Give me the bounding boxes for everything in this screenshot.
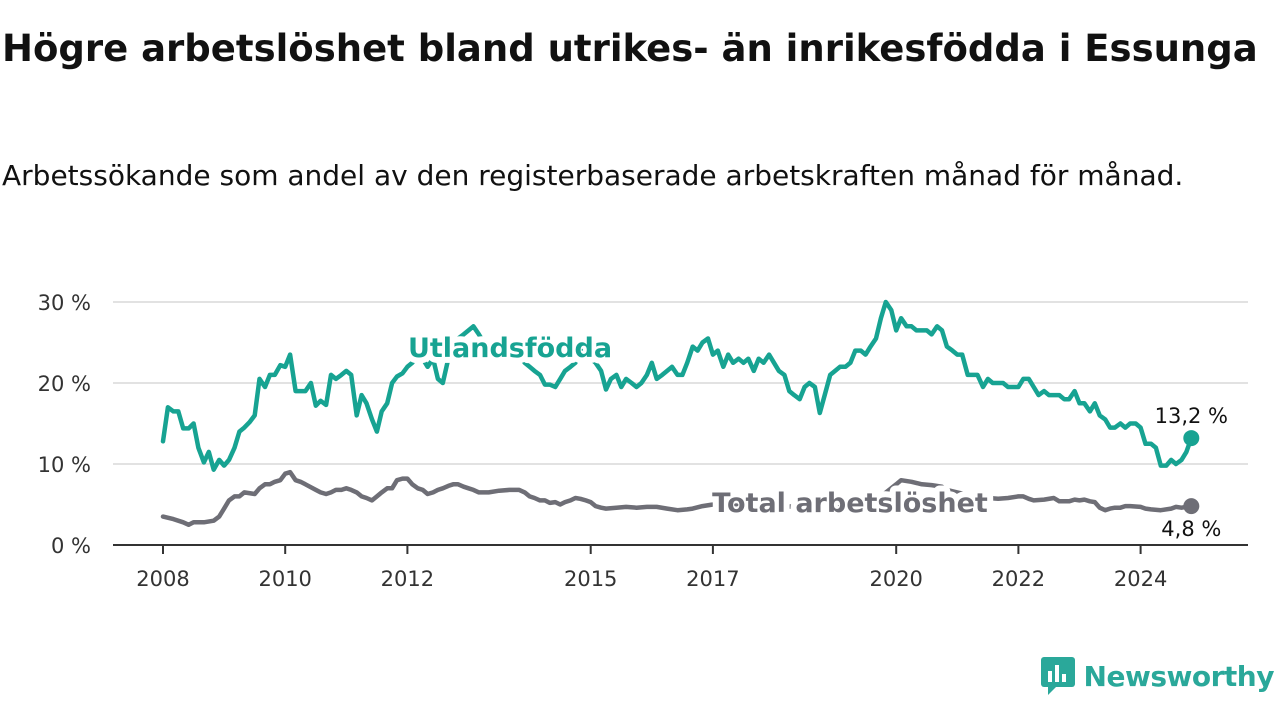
y-tick-label: 30 % [38,291,91,315]
y-axis-ticks: 0 % 10 % 20 % 30 % [38,291,91,558]
end-value-label-1: 4,8 % [1161,517,1221,541]
y-tick-label: 10 % [38,453,91,477]
x-tick-label: 2010 [258,567,311,591]
chart-subtitle: Arbetssökande som andel av den registerb… [2,159,1184,192]
x-axis: 2008 2010 2012 2015 2017 2020 2022 2024 [113,544,1248,591]
x-tick-label: 2012 [381,567,434,591]
series-label-1: Total arbetslöshet [712,488,988,519]
x-tick-label: 2020 [869,567,922,591]
series-line-0 [160,299,1194,472]
x-tick-label: 2024 [1114,567,1167,591]
newsworthy-brand: Newsworthy [1040,654,1275,698]
series-lines [160,299,1200,528]
grid-lines [113,301,1248,465]
end-value-label-0: 13,2 % [1155,404,1228,428]
x-tick-label: 2022 [992,567,1045,591]
x-tick-label: 2015 [564,567,617,591]
y-tick-label: 0 % [51,534,91,558]
series-label-halo: Utlandsfödda [408,333,612,364]
x-tick-label: 2008 [136,567,189,591]
y-tick-label: 20 % [38,372,91,396]
series-line-1 [160,469,1194,528]
series-end-point-1 [1183,498,1200,515]
brand-name: Newsworthy [1083,659,1275,693]
line-chart: 0 % 10 % 20 % 30 % 2008 2010 2012 2015 2017 2020… [38,291,1248,591]
series-end-point-0 [1183,430,1200,447]
newsworthy-logo-icon [1040,657,1075,695]
x-tick-label: 2017 [686,567,739,591]
series-label-0: Utlandsfödda [408,333,612,364]
chart-title: Högre arbetslöshet bland utrikes- än inr… [2,27,1258,70]
series-label-halo: Total arbetslöshet [712,488,988,519]
